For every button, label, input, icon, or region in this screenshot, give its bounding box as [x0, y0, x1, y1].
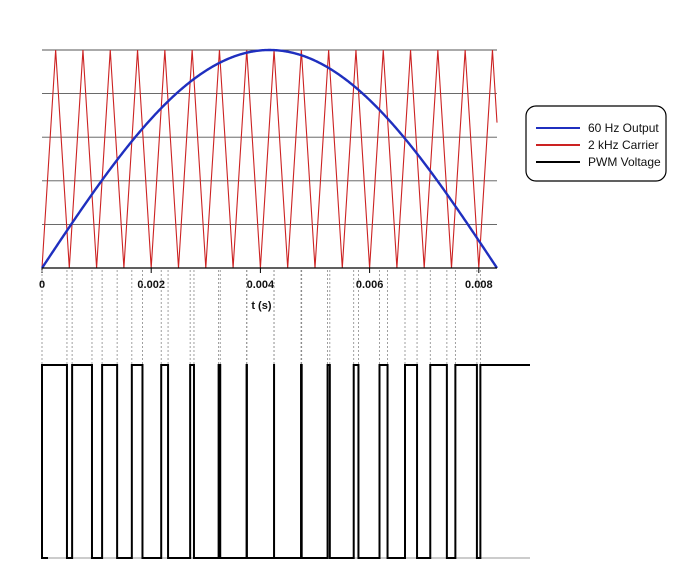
x-tick-label: 0.008 [465, 279, 493, 291]
sine-line [41, 48, 498, 269]
pwm-series [41, 364, 530, 559]
x-tick-label: 0 [39, 279, 45, 291]
legend-items: 60 Hz Output 2 kHz Carrier PWM Voltage [536, 121, 661, 169]
x-ticks: 0 0.002 0.004 0.006 0.008 [39, 268, 493, 291]
x-tick-label: 0.006 [356, 279, 384, 291]
carrier-series [41, 49, 498, 269]
legend-label: 2 kHz Carrier [588, 138, 659, 152]
x-tick-label: 0.004 [247, 279, 275, 291]
legend-label: 60 Hz Output [588, 121, 659, 135]
pwm-line [41, 364, 530, 559]
sine-series [41, 48, 498, 269]
carrier-line [41, 49, 498, 269]
legend-label: PWM Voltage [588, 155, 661, 169]
legend: 60 Hz Output 2 kHz Carrier PWM Voltage [525, 105, 667, 182]
x-axis-label: t (s) [251, 300, 272, 312]
lower-plot [41, 364, 530, 559]
upper-plot: 0 0.002 0.004 0.006 0.008 t (s) [39, 48, 498, 312]
x-tick-label: 0.002 [137, 279, 165, 291]
